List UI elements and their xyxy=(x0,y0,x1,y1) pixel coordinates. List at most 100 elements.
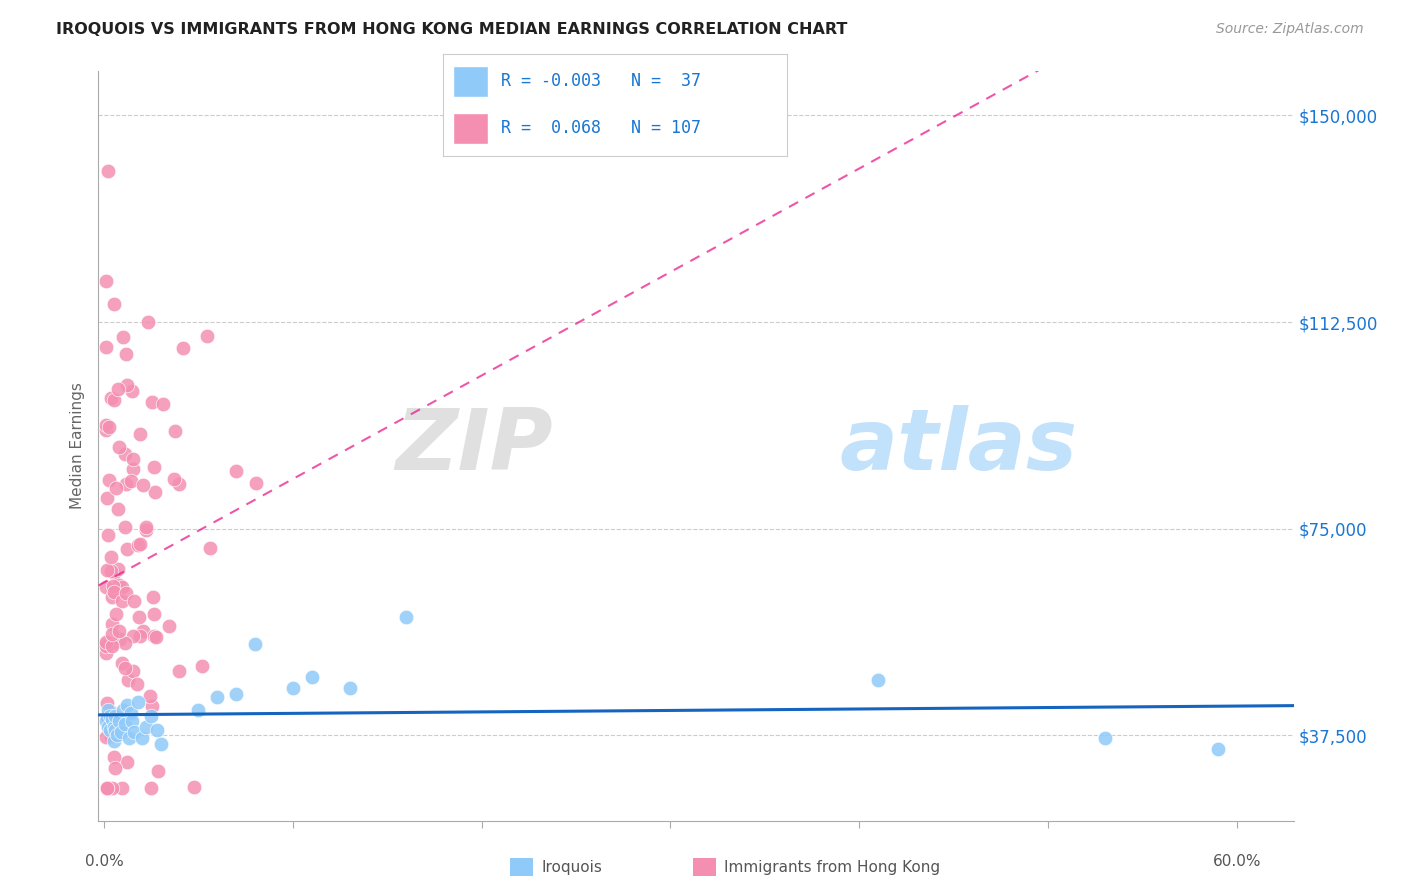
Point xyxy=(96,696,118,710)
Point xyxy=(245,476,267,491)
Point xyxy=(94,730,117,744)
Bar xyxy=(453,66,488,96)
Point xyxy=(157,619,180,633)
Point xyxy=(128,629,150,643)
Text: ZIP: ZIP xyxy=(395,404,553,488)
Point xyxy=(141,395,163,409)
Point xyxy=(114,661,136,675)
Point xyxy=(339,681,361,696)
Point xyxy=(103,296,125,310)
Point xyxy=(121,384,143,398)
Point xyxy=(96,640,118,654)
Point xyxy=(107,562,129,576)
Point xyxy=(115,378,138,392)
Point xyxy=(142,607,165,622)
Point xyxy=(135,524,157,538)
Point xyxy=(146,723,169,737)
Point xyxy=(112,329,135,343)
Point xyxy=(100,712,122,726)
Point xyxy=(101,579,124,593)
Point xyxy=(129,426,152,441)
Point xyxy=(145,630,167,644)
Point xyxy=(104,723,127,737)
Point xyxy=(120,474,142,488)
Point xyxy=(122,665,145,679)
Point xyxy=(146,764,169,779)
Point xyxy=(141,699,163,714)
Point xyxy=(100,635,122,649)
Point xyxy=(868,673,890,688)
Point xyxy=(127,695,149,709)
Point xyxy=(96,563,118,577)
Point xyxy=(115,347,138,361)
Text: atlas: atlas xyxy=(839,404,1077,488)
Point xyxy=(98,723,121,737)
Point xyxy=(172,341,194,355)
Point xyxy=(135,519,157,533)
Point xyxy=(94,714,117,729)
Point xyxy=(143,485,166,500)
Point xyxy=(115,586,138,600)
Point xyxy=(114,636,136,650)
Point xyxy=(100,639,122,653)
Point xyxy=(96,780,118,795)
Point xyxy=(97,163,120,178)
Text: R = -0.003   N =  37: R = -0.003 N = 37 xyxy=(502,72,702,90)
Point xyxy=(120,706,142,721)
Point xyxy=(135,720,157,734)
Point xyxy=(243,637,266,651)
Point xyxy=(149,737,172,751)
Point xyxy=(105,481,128,495)
Point xyxy=(115,755,138,769)
Point xyxy=(100,391,122,405)
Point xyxy=(117,731,139,745)
Point xyxy=(115,542,138,557)
Point xyxy=(97,527,120,541)
Text: IROQUOIS VS IMMIGRANTS FROM HONG KONG MEDIAN EARNINGS CORRELATION CHART: IROQUOIS VS IMMIGRANTS FROM HONG KONG ME… xyxy=(56,22,848,37)
Point xyxy=(167,664,190,678)
Point xyxy=(96,647,118,661)
Point xyxy=(104,709,127,723)
Point xyxy=(115,476,138,491)
Point xyxy=(139,690,162,704)
Point xyxy=(94,340,117,354)
Point xyxy=(100,564,122,578)
Point xyxy=(395,609,418,624)
Point xyxy=(110,725,132,739)
Point xyxy=(111,703,134,717)
Point xyxy=(94,580,117,594)
Point xyxy=(1206,742,1229,756)
Point xyxy=(197,328,219,343)
Point xyxy=(108,577,131,591)
Point xyxy=(96,491,118,506)
Point xyxy=(200,541,222,555)
Point xyxy=(111,581,134,595)
Point xyxy=(103,585,125,599)
Y-axis label: Median Earnings: Median Earnings xyxy=(70,383,86,509)
Point xyxy=(105,728,128,742)
Point xyxy=(163,473,186,487)
Point xyxy=(132,624,155,639)
Point xyxy=(111,656,134,670)
Point xyxy=(97,420,120,434)
Point xyxy=(98,780,121,795)
Point xyxy=(121,714,143,729)
Point xyxy=(108,624,131,638)
Point xyxy=(108,632,131,647)
Point xyxy=(142,460,165,475)
Point xyxy=(94,634,117,648)
Point xyxy=(103,566,125,580)
Point xyxy=(301,670,323,684)
Point xyxy=(152,397,174,411)
Point xyxy=(100,729,122,743)
Point xyxy=(94,417,117,432)
Point xyxy=(163,424,186,438)
Point xyxy=(103,720,125,734)
Point xyxy=(281,681,304,696)
Point xyxy=(111,594,134,608)
Point xyxy=(187,703,209,717)
Point xyxy=(191,658,214,673)
Point xyxy=(98,473,121,487)
Text: 0.0%: 0.0% xyxy=(84,854,124,869)
Point xyxy=(94,423,117,437)
